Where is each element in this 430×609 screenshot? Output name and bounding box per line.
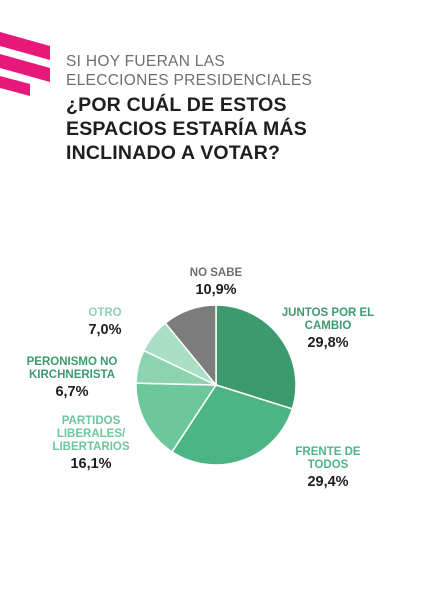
page-title: ¿POR CUÁL DE ESTOS ESPACIOS ESTARÍA MÁS …	[66, 93, 406, 165]
slice-value-label: 29,8%	[307, 335, 348, 351]
title-line-2: ESPACIOS ESTARÍA MÁS	[66, 118, 307, 140]
slice-value-label: 6,7%	[55, 384, 88, 400]
pie-slice	[135, 382, 218, 453]
slice-category-label: FRENTE DE	[295, 446, 361, 458]
slice-label: NO SABE 10,9%	[190, 267, 243, 298]
slice-category-label: TODOS	[308, 459, 349, 471]
pie-slice	[171, 384, 294, 466]
title-line-1: ¿POR CUÁL DE ESTOS	[66, 94, 287, 116]
slice-category-label: NO SABE	[190, 267, 243, 279]
slice-category-label: KIRCHNERISTA	[29, 369, 115, 381]
kicker-line-2: ELECCIONES PRESIDENCIALES	[66, 72, 313, 89]
slice-category-label: JUNTOS POR EL	[282, 307, 374, 319]
pie-slice	[215, 304, 297, 410]
slice-category-label: PARTIDOS	[62, 415, 121, 427]
pie-slice	[164, 304, 217, 388]
title-line-3: INCLINADO A VOTAR?	[66, 142, 281, 164]
kicker-text: SI HOY FUERAN LAS ELECCIONES PRESIDENCIA…	[66, 52, 366, 90]
slice-value-label: 29,4%	[307, 474, 348, 490]
brand-logo-icon	[0, 32, 50, 96]
slice-label: OTRO 7,0%	[88, 307, 121, 338]
slice-value-label: 16,1%	[70, 456, 111, 472]
slice-category-label: PERONISMO NO	[27, 356, 118, 368]
slice-category-label: CAMBIO	[305, 320, 352, 332]
slice-category-label: OTRO	[88, 307, 121, 319]
slice-value-label: 7,0%	[88, 322, 121, 338]
kicker-line-1: SI HOY FUERAN LAS	[66, 53, 225, 70]
slice-category-label: LIBERTARIOS	[52, 441, 129, 453]
slice-category-label: LIBERALES/	[57, 428, 126, 440]
slice-value-label: 10,9%	[195, 282, 236, 298]
